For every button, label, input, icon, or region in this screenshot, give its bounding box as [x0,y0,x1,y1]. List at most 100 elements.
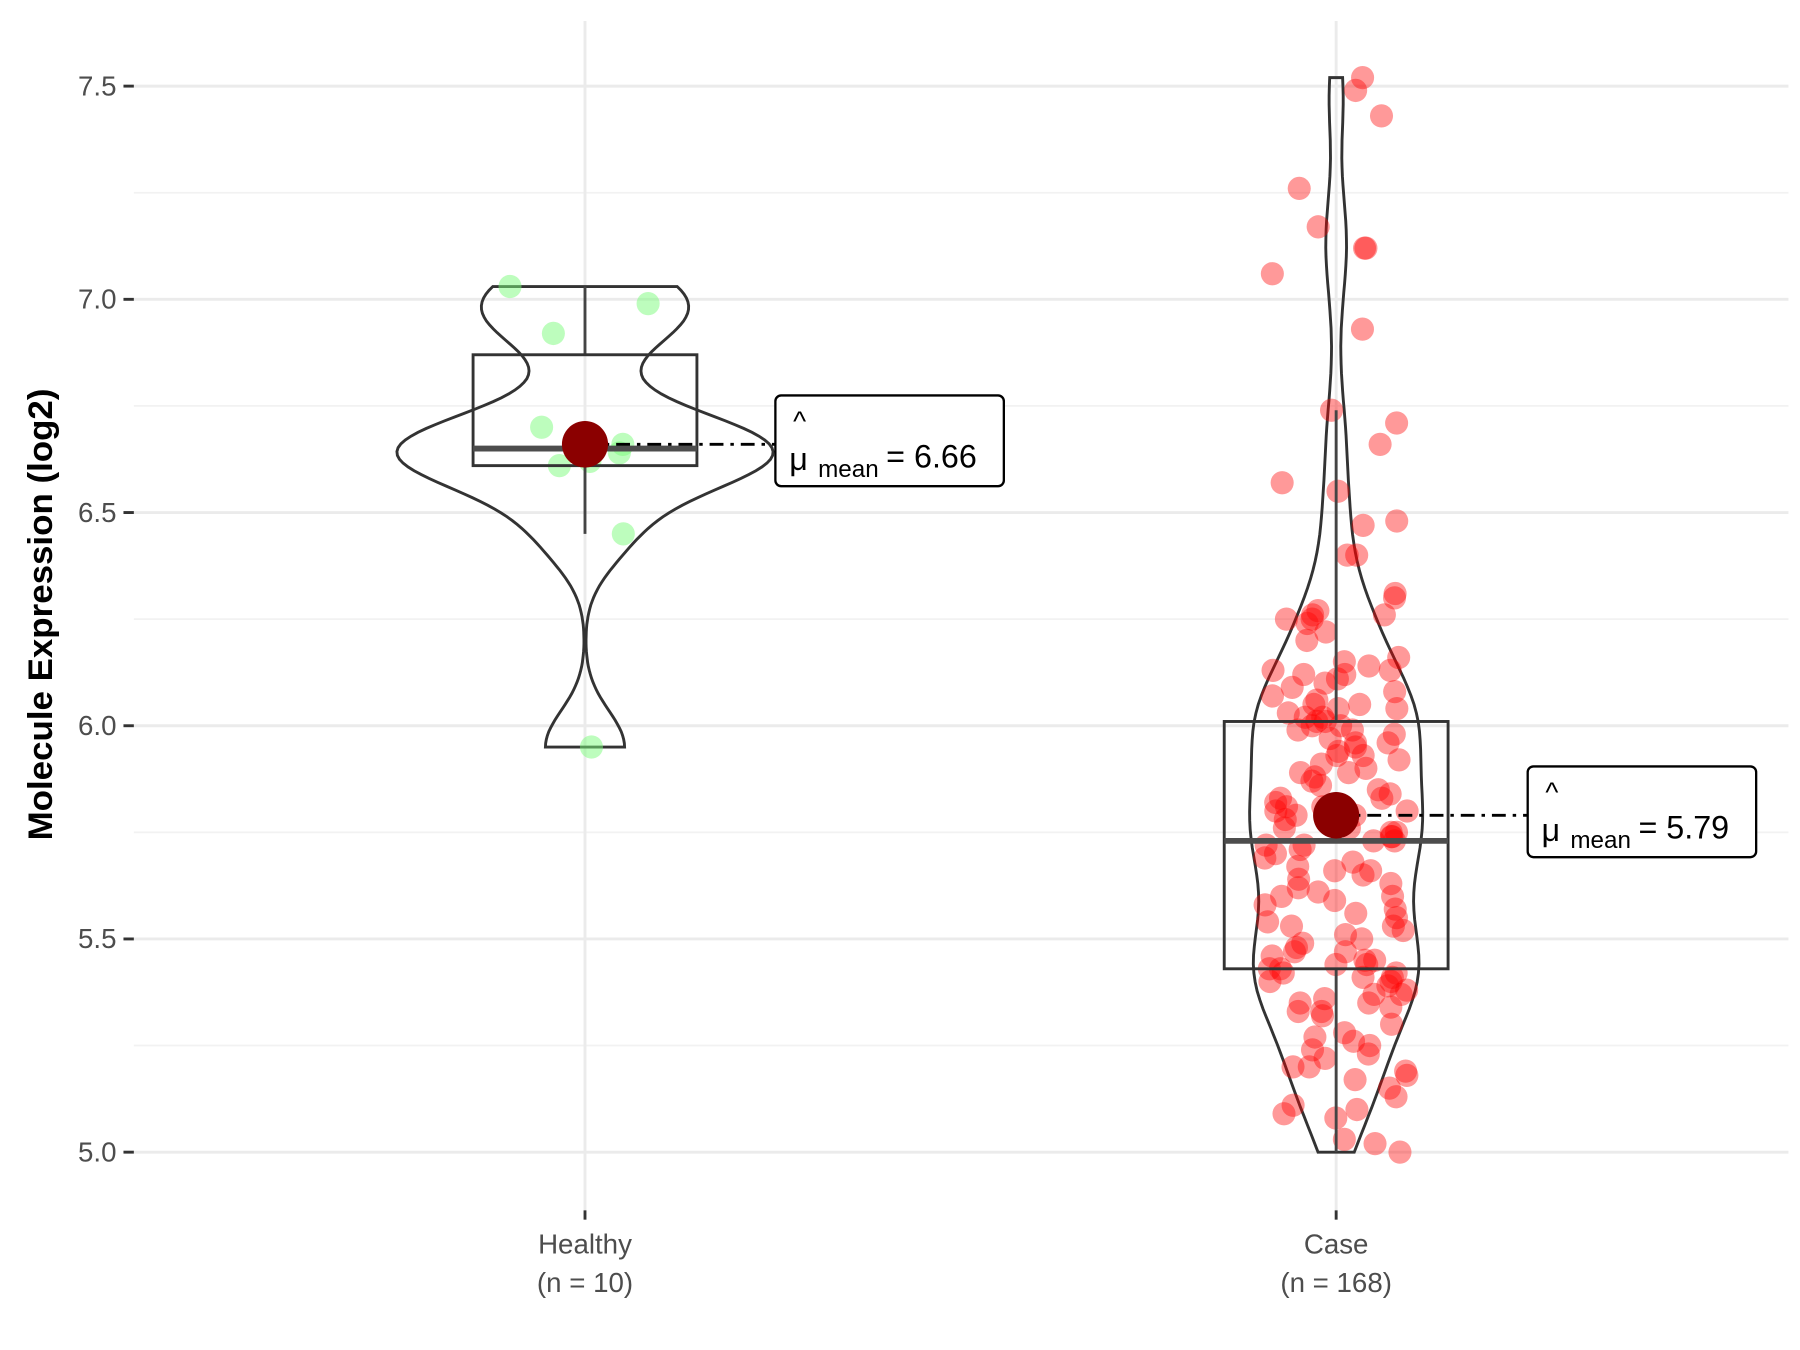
data-point [1384,1085,1408,1109]
data-point [1272,1102,1296,1126]
data-point [1357,991,1381,1015]
data-point [1253,846,1277,870]
data-point [1261,658,1285,682]
data-point [1384,961,1408,985]
data-point [1358,1033,1382,1058]
data-point [1309,773,1333,798]
data-point [1324,952,1348,977]
data-point [1286,876,1310,900]
data-point [1337,761,1361,785]
data-point [1376,974,1400,998]
mean-label: ^ μ mean = 5.79 [1526,765,1758,859]
data-point [1270,471,1294,495]
data-point [1368,432,1392,456]
data-point [1295,628,1319,653]
mean-label-box [774,394,1005,488]
mean-label: ^ μ mean = 6.66 [774,394,1005,488]
data-point [1353,948,1377,972]
data-point [1288,991,1312,1015]
data-point [1258,969,1282,994]
data-point [1333,662,1357,687]
mean-label-symbol: μ [1542,812,1561,848]
data-point [1314,620,1338,644]
data-point [1303,765,1327,789]
data-point [541,321,565,346]
data-point [1306,599,1330,623]
data-point [1385,411,1409,435]
data-point [1306,215,1330,239]
data-point [1326,739,1350,763]
data-point [1335,543,1359,567]
data-point [1273,807,1297,832]
data-point [579,735,603,759]
data-point [1276,701,1300,725]
data-point [1270,884,1294,908]
x-tick-sublabel: (n = 168) [1280,1267,1392,1298]
data-point [1379,969,1403,994]
group-healthy: Healthy (n = 10) ^ μ mean = 6.66 [395,274,1005,1298]
data-point [1370,786,1394,810]
y-tick-label: 5.5 [78,923,116,954]
data-point [1357,654,1381,678]
data-point [1263,842,1287,866]
data-point [1383,581,1407,606]
data-point [1297,1055,1321,1079]
data-point [1342,1029,1366,1053]
data-point [1333,1021,1357,1045]
data-point [1382,722,1406,746]
data-point [1256,910,1280,934]
mean-label-subscript: mean [818,456,879,483]
x-tick-sublabel: (n = 10) [537,1267,633,1298]
mean-label-value: = 5.79 [1638,809,1729,845]
data-point [1355,952,1379,977]
data-point [1281,1055,1305,1079]
data-point [1380,965,1404,989]
data-point [1395,978,1419,1002]
y-tick-label: 6.0 [78,710,116,741]
data-point [1340,718,1364,742]
data-point [1311,1004,1335,1028]
y-tick-label: 5.0 [78,1136,116,1167]
data-point [1260,944,1284,968]
data-point [1377,1076,1401,1100]
data-point [1288,761,1313,785]
data-point [1291,931,1315,955]
data-point [1332,650,1356,674]
data-point [1264,790,1288,815]
data-point [1389,982,1413,1006]
data-point [1275,795,1299,819]
data-point [1313,1046,1337,1070]
data-point [1313,671,1337,695]
data-point [1350,317,1374,341]
x-tick-label: Healthy [538,1228,632,1259]
data-point [1286,854,1310,879]
data-point [1362,982,1386,1006]
mean-label-box [1526,765,1758,859]
mean-label-value: = 6.66 [886,438,977,474]
data-point [1363,948,1387,972]
data-point [1343,735,1367,759]
data-point [1391,918,1415,943]
data-point [1356,1042,1380,1066]
data-point [1359,859,1383,883]
data-point [1326,479,1350,503]
data-point [1303,1025,1327,1049]
data-point [1350,927,1374,951]
data-point [1363,1132,1387,1156]
data-point [1253,893,1277,917]
data-point [1281,1093,1305,1117]
data-point [1311,705,1335,729]
data-point [1309,752,1333,776]
data-point [1387,748,1411,772]
data-point [1302,692,1326,717]
data-point [1381,884,1405,908]
data-point [1395,799,1419,823]
data-point [1379,871,1403,896]
data-point [1351,743,1375,768]
data-point [1344,78,1368,103]
data-point [1348,692,1372,717]
data-point [1366,778,1390,802]
violin-outline [1248,76,1425,1154]
